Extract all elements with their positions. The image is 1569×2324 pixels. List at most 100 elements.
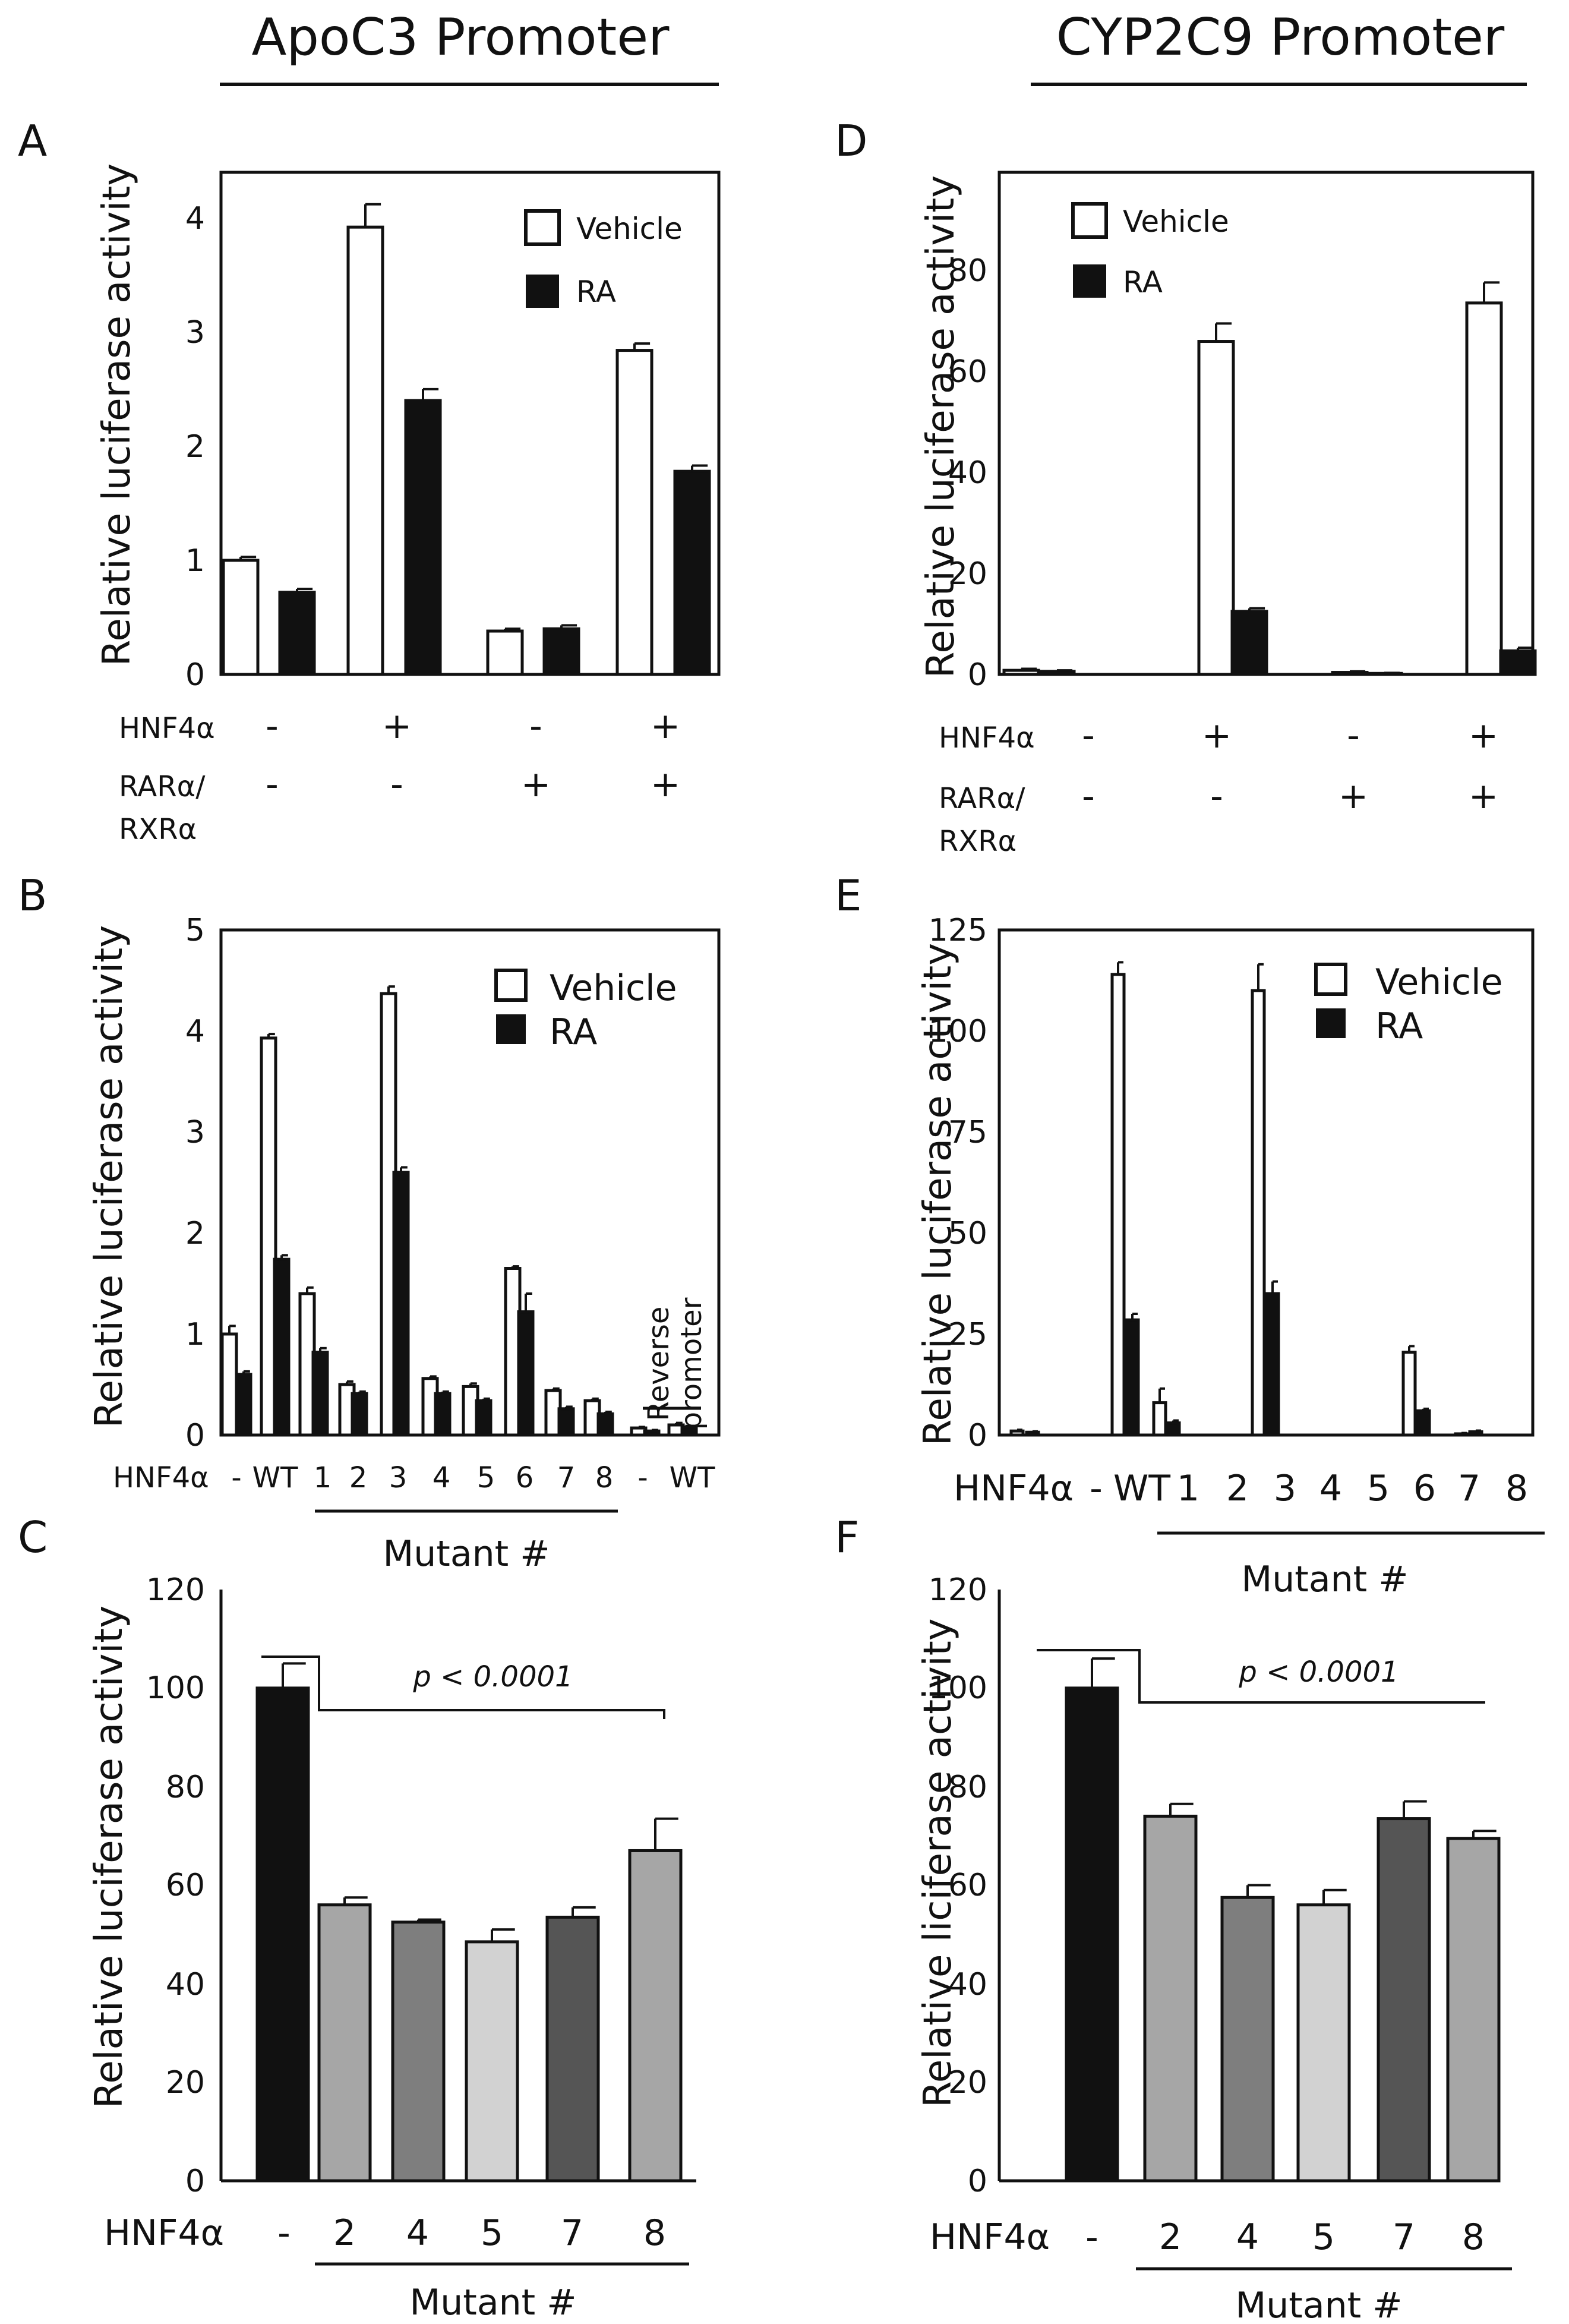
- panel-a-ytick: 2: [185, 429, 205, 465]
- panel-f-ytick: 100: [929, 1670, 987, 1706]
- panel-d-ytick: 60: [948, 354, 987, 390]
- legend-vehicle-swatch: [494, 969, 528, 1002]
- panel-c-ytick: 0: [185, 2164, 205, 2199]
- bar-ra: [542, 627, 580, 676]
- panel-e-ytick: 100: [929, 1014, 987, 1049]
- mutant-group-label: Mutant #: [1242, 1559, 1409, 1600]
- condition-mark: -: [1210, 775, 1223, 817]
- category-label: 2: [1159, 2216, 1182, 2258]
- bar-ra: [434, 1392, 452, 1437]
- panel-b-ytick: 0: [185, 1418, 205, 1453]
- panel-e-ytick: 125: [929, 913, 987, 948]
- bar-ra: [643, 1429, 661, 1437]
- panel-f-ytick: 0: [968, 2164, 987, 2199]
- panel-a-yticks: 0 1 2 3 4: [185, 201, 205, 693]
- category-label: 7: [561, 2212, 583, 2254]
- condition-mark: -: [390, 764, 403, 805]
- panel-f-yticks: 0 20 40 60 80 100 120: [929, 1572, 987, 2199]
- bar-ra: [596, 1412, 614, 1437]
- panel-d-yticks: 0 20 40 60 80: [948, 253, 987, 693]
- row-label-hnf4a: HNF4α: [104, 2212, 224, 2254]
- category-label: 4: [432, 1461, 451, 1494]
- panel-c-ytick: 40: [166, 1967, 205, 2003]
- bar-value: [255, 1686, 310, 2183]
- panel-a-ytick: 1: [185, 543, 205, 579]
- condition-mark: +: [521, 764, 551, 805]
- bar-ra: [517, 1310, 535, 1437]
- panel-d-ytick: 0: [968, 657, 987, 693]
- panel-e-ytick: 75: [948, 1115, 987, 1150]
- bar-ra: [1265, 1292, 1280, 1437]
- category-label: -: [1090, 1468, 1103, 1509]
- category-label: 7: [1393, 2216, 1415, 2258]
- bar-vehicle: [1002, 668, 1040, 676]
- category-label: 1: [1177, 1468, 1199, 1509]
- row-label-rara: RARα/: [939, 782, 1025, 815]
- panel-b-yticks: 0 1 2 3 4 5: [185, 913, 205, 1453]
- bar-ra: [1166, 1421, 1181, 1437]
- panel-f-ylabel: Relative liciferase activity: [916, 1618, 960, 2107]
- category-label: 7: [557, 1461, 576, 1494]
- bar-vehicle: [1331, 671, 1369, 676]
- bar-ra: [680, 1425, 698, 1437]
- category-label: WT: [252, 1461, 298, 1494]
- legend-ra-swatch: [496, 1014, 526, 1044]
- panel-c-ytick: 120: [146, 1572, 205, 1608]
- panel-c-ylabel: Relative luciferase activity: [87, 1606, 131, 2108]
- panel-a-ytick: 3: [185, 315, 205, 351]
- condition-mark: +: [1202, 715, 1232, 756]
- mutant-group-label: Mutant #: [383, 1533, 550, 1575]
- condition-mark: -: [529, 705, 542, 747]
- panel-f-ytick: 40: [948, 1967, 987, 2003]
- category-label: 6: [1413, 1468, 1436, 1509]
- category-label: 8: [1505, 1468, 1528, 1509]
- condition-mark: -: [266, 705, 279, 747]
- p-value-label: p < 0.0001: [1238, 1656, 1398, 1689]
- panel-b-ytick: 5: [185, 913, 205, 948]
- legend-ra-label: RA: [550, 1011, 597, 1053]
- panel-c-ytick: 80: [166, 1770, 205, 1805]
- row-label-hnf4a: HNF4α: [939, 721, 1035, 755]
- bar-value: [1143, 1814, 1198, 2183]
- panel-b-ylabel: Relative luciferase activity: [87, 925, 131, 1428]
- bar-value: [1296, 1903, 1351, 2183]
- condition-mark: -: [266, 764, 279, 805]
- significance-bracket: [1037, 1649, 1485, 1704]
- category-label: 8: [1462, 2216, 1485, 2258]
- panel-d-ylabel: Relative luciferase activity: [919, 175, 963, 678]
- category-label: 3: [389, 1461, 408, 1494]
- panel-c-significance: p < 0.0001: [261, 1656, 665, 1719]
- legend-vehicle-swatch: [1071, 202, 1108, 239]
- panel-e-categories: HNF4α - WT 1 2 3 4 5 6 7 8 Mutant #: [954, 1468, 1545, 1600]
- bar-vehicle: [1110, 973, 1126, 1437]
- panel-label-c: C: [18, 1512, 48, 1562]
- condition-mark: -: [1082, 715, 1095, 756]
- panel-c-ytick: 100: [146, 1670, 205, 1706]
- category-label: 5: [1312, 2216, 1335, 2258]
- panel-f-ytick: 60: [948, 1868, 987, 1903]
- condition-mark: +: [1469, 715, 1498, 756]
- panel-f-categories: HNF4α - 2 4 5 7 8 Mutant #: [930, 2216, 1512, 2324]
- panel-c-bars: [255, 1662, 683, 2183]
- bar-ra: [1468, 1430, 1483, 1437]
- panel-a-conditions: HNF4α - + - + RARα/ RXRα - - + +: [119, 705, 680, 846]
- category-label: 8: [595, 1461, 614, 1494]
- bar-ra: [1038, 670, 1076, 676]
- bar-ra: [1125, 1318, 1140, 1437]
- panel-a-ytick: 4: [185, 201, 205, 237]
- category-label: -: [231, 1461, 241, 1494]
- category-label: -: [1085, 2216, 1098, 2258]
- panel-e-ytick: 50: [948, 1216, 987, 1251]
- bar-ra: [1416, 1409, 1431, 1437]
- mutant-group-label: Mutant #: [410, 2282, 577, 2323]
- legend-vehicle-label: Vehicle: [550, 967, 677, 1009]
- bar-value: [628, 1849, 683, 2183]
- panel-b-legend: Vehicle RA: [494, 967, 677, 1053]
- bar-ra: [235, 1373, 252, 1437]
- bar-vehicle: [1197, 340, 1235, 676]
- bar-vehicle: [346, 225, 384, 676]
- category-label: 3: [1274, 1468, 1296, 1509]
- mutant-group-label: Mutant #: [1236, 2285, 1403, 2324]
- bar-ra: [1230, 610, 1268, 676]
- bar-vehicle: [1465, 301, 1503, 676]
